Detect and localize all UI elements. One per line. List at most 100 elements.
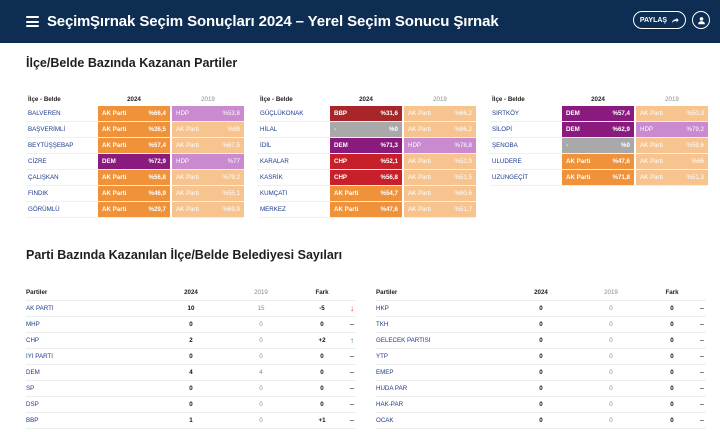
menu-icon[interactable] — [26, 16, 39, 27]
seat-difference: 0 — [320, 385, 324, 392]
share-button[interactable]: PAYLAŞ — [633, 11, 686, 29]
seats-2024: 1 — [189, 417, 193, 424]
seats-2024: 0 — [539, 353, 543, 360]
party-name-link[interactable]: İYİ PARTİ — [26, 353, 53, 360]
district-name[interactable]: İDİL — [260, 142, 272, 149]
district-row[interactable]: SİLOPİ DEM %62,9 HDP %79,2 — [490, 122, 708, 138]
party-name-link[interactable]: MHP — [26, 321, 40, 328]
seats-2024: 0 — [539, 369, 543, 376]
seat-difference: 0 — [670, 353, 674, 360]
party-row: TKH 0 0 0 – — [376, 317, 706, 333]
column-header-2019: 2019 — [604, 289, 618, 296]
district-name[interactable]: ULUDERE — [492, 158, 522, 165]
district-name[interactable]: ŞENOBA — [492, 142, 518, 149]
seat-difference: 0 — [670, 385, 674, 392]
column-header-district: İlçe - Belde — [28, 95, 61, 103]
party-row: EMEP 0 0 0 – — [376, 365, 706, 381]
district-row[interactable]: UZUNGEÇİT AK Parti %71,8 AK Parti %51,3 — [490, 170, 708, 186]
winner-share-2024: %31,6 — [380, 110, 398, 117]
result-2024-cell: - %0 — [330, 122, 402, 137]
district-name[interactable]: BALVEREN — [28, 110, 61, 117]
district-row[interactable]: ÇALIŞKAN AK Parti %56,8 AK Parti %79,2 — [26, 170, 244, 186]
district-row[interactable]: HİLAL - %0 AK Parti %86,2 — [258, 122, 476, 138]
winner-share-2024: %62,9 — [612, 126, 630, 133]
district-name[interactable]: KUMÇATI — [260, 190, 288, 197]
winner-share-2024: %29,7 — [148, 206, 166, 213]
district-name[interactable]: KASRİK — [260, 174, 283, 181]
district-name[interactable]: HİLAL — [260, 126, 278, 133]
district-row[interactable]: GÖRÜMLÜ AK Parti %29,7 AK Parti %69,9 — [26, 202, 244, 218]
party-name-link[interactable]: YTP — [376, 353, 389, 360]
district-name[interactable]: SİLOPİ — [492, 126, 512, 133]
district-name[interactable]: MERKEZ — [260, 206, 286, 213]
district-row[interactable]: GÜÇLÜKONAK BBP %31,6 AK Parti %66,2 — [258, 106, 476, 122]
district-row[interactable]: BALVEREN AK Parti %66,4 HDP %53,8 — [26, 106, 244, 122]
party-name-link[interactable]: GELECEK PARTİSİ — [376, 337, 431, 344]
winner-share-2024: %57,4 — [148, 142, 166, 149]
district-name[interactable]: CİZRE — [28, 158, 47, 165]
district-name[interactable]: UZUNGEÇİT — [492, 174, 529, 181]
party-name-link[interactable]: HKP — [376, 305, 389, 312]
district-row[interactable]: KASRİK CHP %56,8 AK Parti %51,5 — [258, 170, 476, 186]
district-name[interactable]: FINDIK — [28, 190, 49, 197]
party-name-link[interactable]: AK PARTİ — [26, 305, 54, 312]
district-row[interactable]: ŞENOBA - %0 AK Parti %59,6 — [490, 138, 708, 154]
result-2024-cell: DEM %57,4 — [562, 106, 634, 121]
winner-party-2024: AK Parti — [102, 206, 127, 213]
winner-share-2019: %59,6 — [686, 142, 704, 149]
seat-difference: 0 — [670, 401, 674, 408]
top-bar: Seçim Şırnak Seçim Sonuçları 2024 – Yere… — [0, 0, 720, 43]
party-name-link[interactable]: TKH — [376, 321, 389, 328]
district-row[interactable]: SIRTKÖY DEM %57,4 AK Parti %50,3 — [490, 106, 708, 122]
party-name-link[interactable]: BBP — [26, 417, 39, 424]
district-row[interactable]: KUMÇATI AK Parti %54,7 AK Parti %80,6 — [258, 186, 476, 202]
winner-share-2024: %57,4 — [612, 110, 630, 117]
trend-arrow-icon: ↓ — [350, 304, 354, 313]
column-header-district: İlçe - Belde — [260, 95, 293, 103]
winner-share-2019: %66,2 — [454, 110, 472, 117]
seats-2024: 0 — [539, 337, 543, 344]
party-name-link[interactable]: DEM — [26, 369, 40, 376]
winner-share-2019: %77 — [227, 158, 240, 165]
result-2024-cell: CHP %56,8 — [330, 170, 402, 185]
result-2019-cell: AK Parti %55,1 — [172, 186, 244, 201]
winner-share-2024: %54,7 — [380, 190, 398, 197]
winner-share-2024: %72,9 — [148, 158, 166, 165]
party-name-link[interactable]: SP — [26, 385, 35, 392]
party-name-link[interactable]: OCAK — [376, 417, 394, 424]
district-name[interactable]: BEYTÜŞŞEBAP — [28, 142, 74, 149]
trend-arrow-icon: – — [349, 352, 355, 361]
party-name-link[interactable]: HAK-PAR — [376, 401, 404, 408]
district-name[interactable]: ÇALIŞKAN — [28, 174, 59, 181]
winner-party-2024: AK Parti — [334, 206, 359, 213]
district-table-header: İlçe - Belde 2024 2019 — [258, 92, 476, 106]
trend-arrow-icon: – — [699, 384, 705, 393]
district-name[interactable]: SIRTKÖY — [492, 110, 520, 117]
party-name-link[interactable]: CHP — [26, 337, 40, 344]
district-row[interactable]: CİZRE DEM %72,9 HDP %77 — [26, 154, 244, 170]
result-2019-cell: AK Parti %59,6 — [636, 138, 708, 153]
winner-party-2024: DEM — [566, 126, 580, 133]
winner-share-2019: %50,3 — [686, 110, 704, 117]
district-name[interactable]: KARALAR — [260, 158, 289, 165]
brand-logo[interactable]: Seçim — [47, 13, 91, 30]
party-name-link[interactable]: HÜDA PAR — [376, 385, 408, 392]
seats-2024: 0 — [539, 321, 543, 328]
seat-difference: 0 — [320, 353, 324, 360]
district-name[interactable]: BAŞVERİMLİ — [28, 126, 66, 133]
district-row[interactable]: BAŞVERİMLİ AK Parti %36,5 AK Parti %69 — [26, 122, 244, 138]
district-row[interactable]: KARALAR CHP %52,1 AK Parti %52,9 — [258, 154, 476, 170]
district-name[interactable]: GÜÇLÜKONAK — [260, 110, 304, 117]
party-name-link[interactable]: EMEP — [376, 369, 394, 376]
district-name[interactable]: GÖRÜMLÜ — [28, 206, 60, 213]
district-row[interactable]: BEYTÜŞŞEBAP AK Parti %57,4 AK Parti %67,5 — [26, 138, 244, 154]
district-row[interactable]: İDİL DEM %71,3 HDP %78,8 — [258, 138, 476, 154]
party-name-link[interactable]: DSP — [26, 401, 39, 408]
winner-party-2019: AK Parti — [640, 158, 663, 165]
party-row: CHP 2 0 +2 ↑ — [26, 333, 356, 349]
district-row[interactable]: FINDIK AK Parti %46,9 AK Parti %55,1 — [26, 186, 244, 202]
user-account-button[interactable] — [692, 11, 710, 29]
result-2019-cell: HDP %78,8 — [404, 138, 476, 153]
district-row[interactable]: MERKEZ AK Parti %47,6 AK Parti %51,7 — [258, 202, 476, 218]
district-row[interactable]: ULUDERE AK Parti %47,6 AK Parti %66 — [490, 154, 708, 170]
